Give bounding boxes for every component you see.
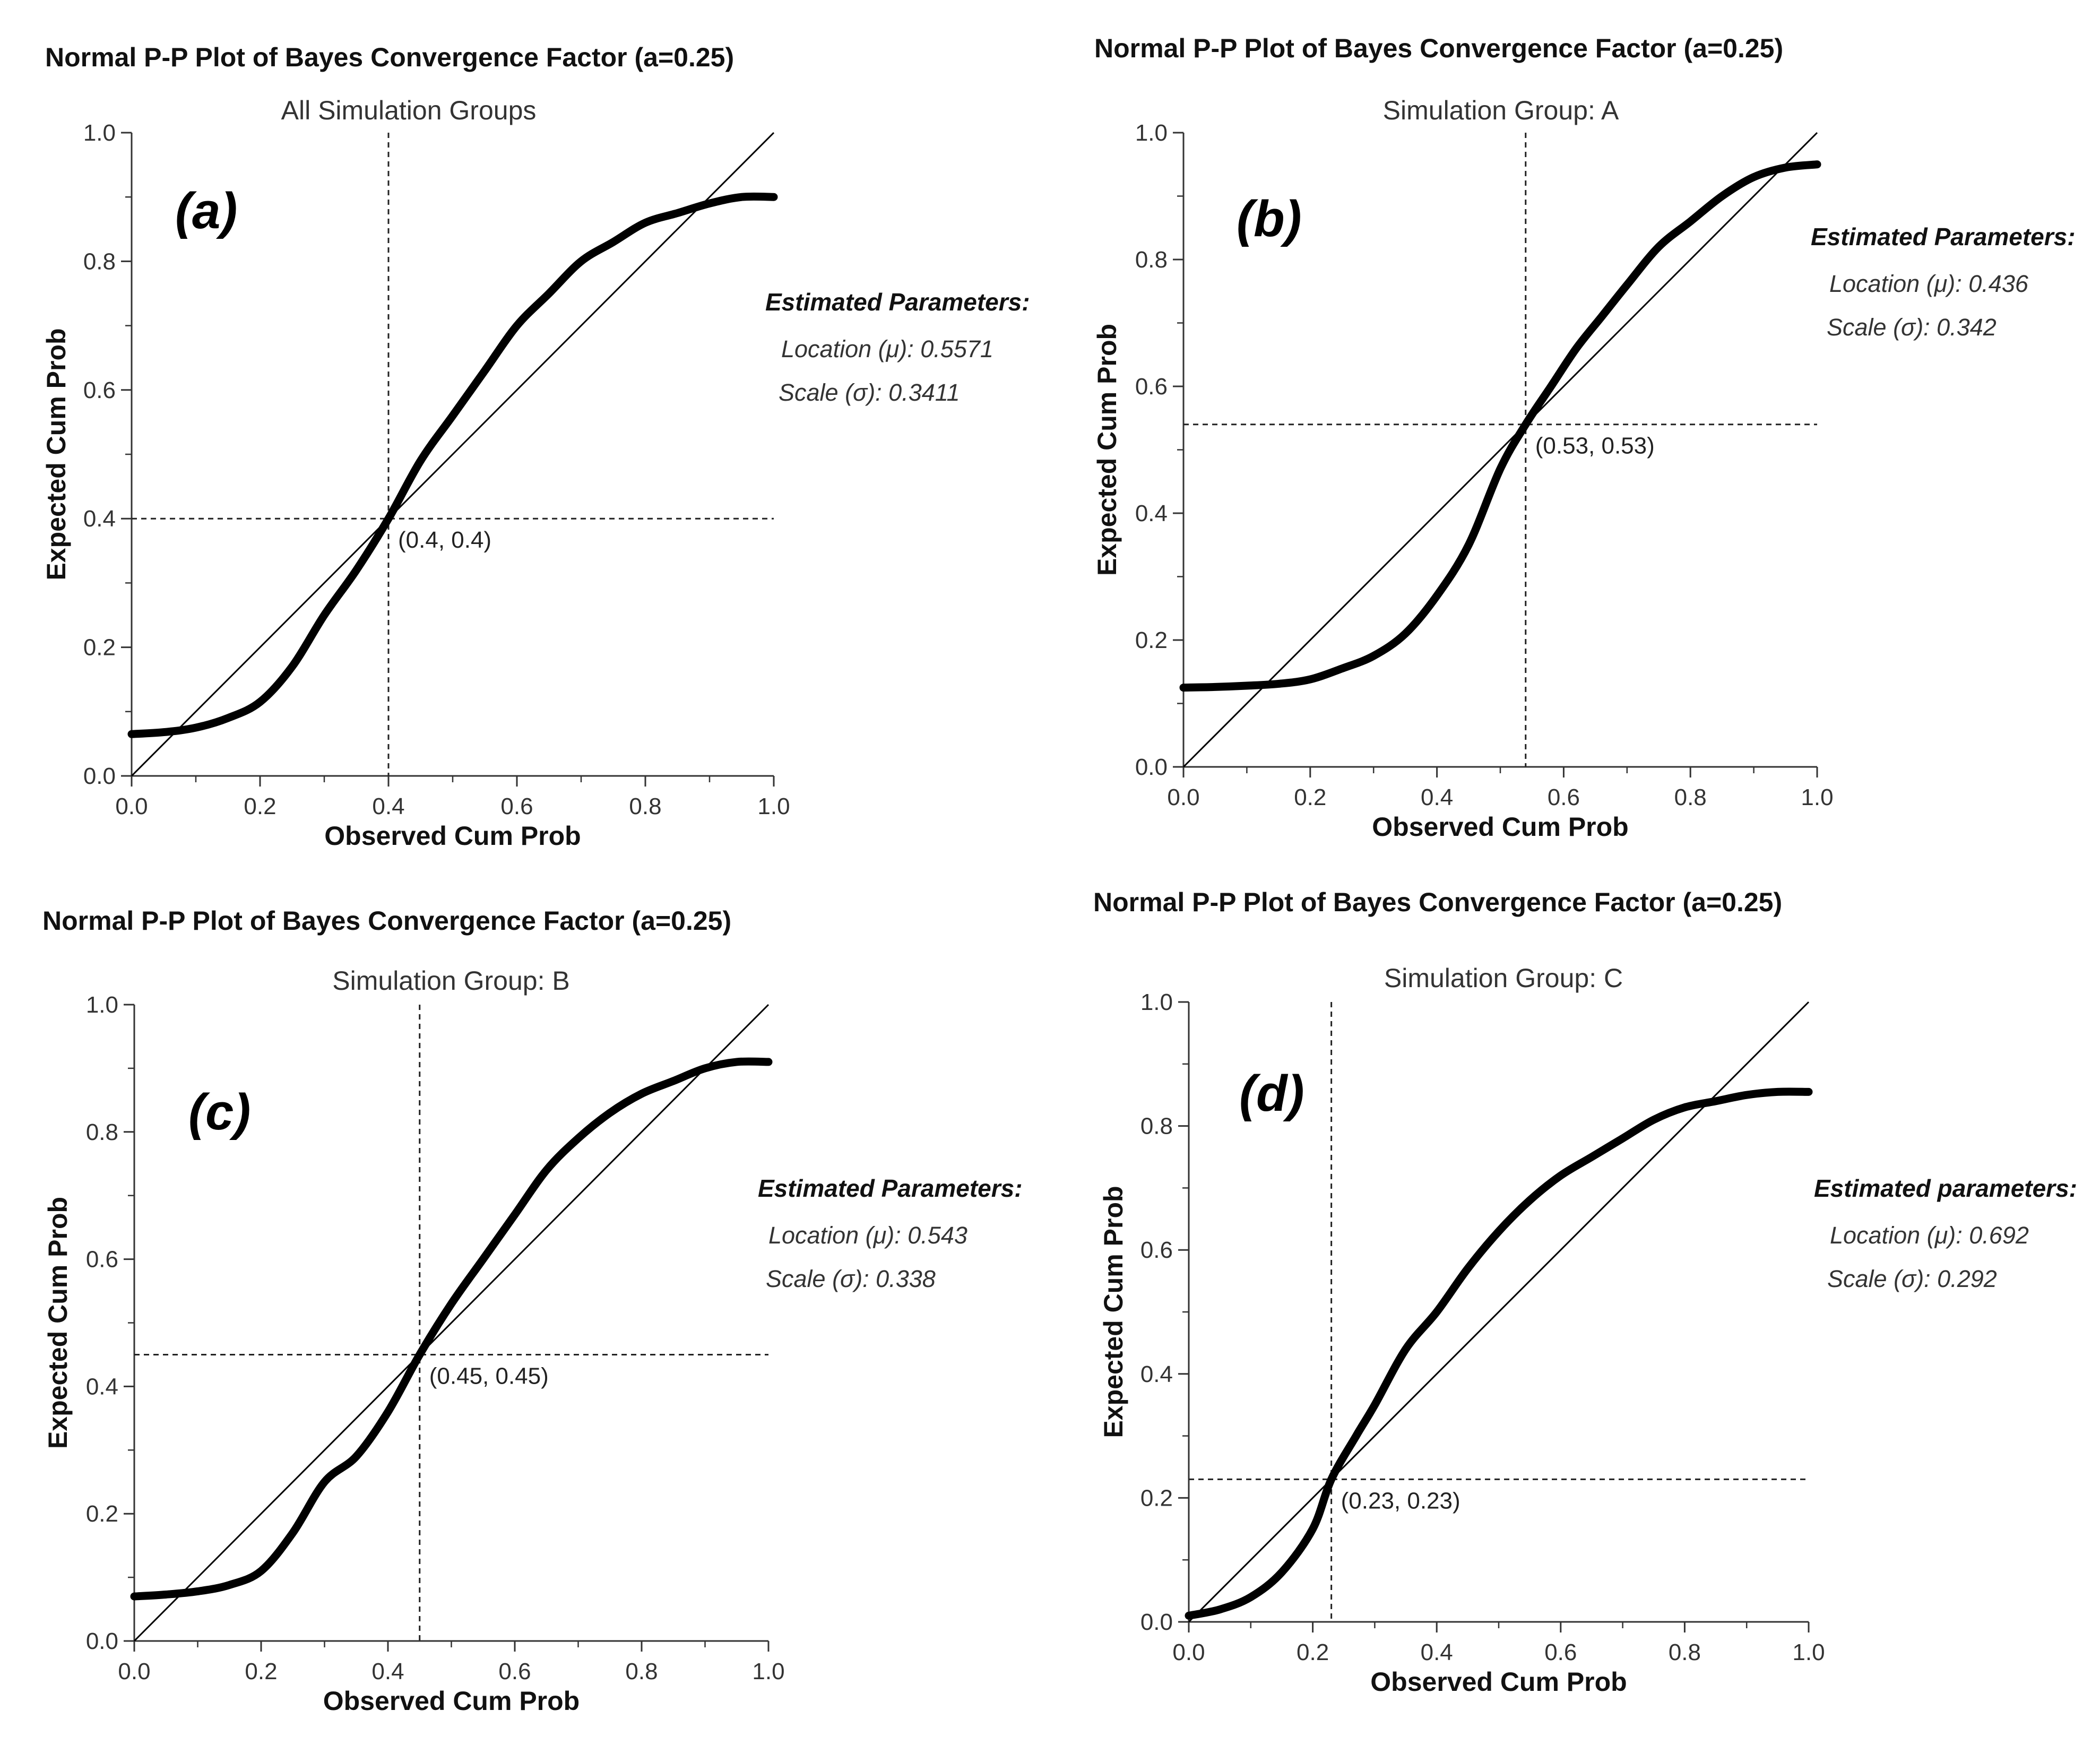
chart-title: Normal P-P Plot of Bayes Convergence Fac… — [42, 906, 731, 936]
panel-label: (d) — [1239, 1065, 1304, 1122]
x-tick-label: 0.6 — [1548, 784, 1580, 810]
crossing-label: (0.23, 0.23) — [1341, 1488, 1461, 1514]
chart-title: Normal P-P Plot of Bayes Convergence Fac… — [1093, 887, 1782, 917]
y-tick-label: 0.0 — [83, 763, 116, 789]
x-tick-label: 0.4 — [1421, 1639, 1453, 1665]
y-tick-label: 1.0 — [83, 120, 116, 146]
x-tick-label: 0.8 — [625, 1658, 658, 1684]
observed-curve — [1185, 1087, 1813, 1620]
y-tick-label: 0.2 — [1140, 1485, 1173, 1511]
x-tick-label: 0.0 — [115, 793, 148, 819]
y-tick-label: 0.4 — [1135, 500, 1168, 526]
x-tick-label: 1.0 — [752, 1658, 784, 1684]
x-tick-label: 1.0 — [1792, 1639, 1825, 1665]
y-tick-label: 0.4 — [83, 506, 116, 532]
y-tick-label: 0.6 — [86, 1247, 118, 1273]
x-tick-label: 0.8 — [629, 793, 661, 819]
chart-title: Normal P-P Plot of Bayes Convergence Fac… — [1094, 33, 1783, 63]
y-tick-label: 0.0 — [86, 1628, 118, 1654]
x-tick-label: 0.8 — [1669, 1639, 1701, 1665]
x-tick-label: 0.6 — [1544, 1639, 1577, 1665]
x-tick-label: 1.0 — [757, 793, 790, 819]
x-tick-label: 0.0 — [1172, 1639, 1205, 1665]
y-tick-label: 0.0 — [1140, 1609, 1173, 1635]
scale-param: Scale (σ): 0.292 — [1827, 1265, 1997, 1292]
params-heading: Estimated Parameters: — [765, 288, 1030, 316]
y-tick-label: 0.6 — [1135, 374, 1168, 400]
y-axis-label: Expected Cum Prob — [41, 328, 71, 580]
x-tick-label: 0.2 — [1297, 1639, 1329, 1665]
observed-curve — [127, 192, 778, 738]
observed-curve — [130, 1057, 773, 1601]
x-tick-label: 0.0 — [1167, 784, 1199, 810]
reference-line — [133, 1004, 770, 1642]
crossing-label: (0.4, 0.4) — [398, 527, 491, 553]
y-tick-label: 0.4 — [1140, 1361, 1173, 1387]
chart-subtitle: Simulation Group: A — [1383, 96, 1619, 125]
y-tick-label: 0.8 — [83, 248, 116, 274]
params-heading: Estimated parameters: — [1814, 1174, 2077, 1202]
y-tick-label: 0.6 — [83, 377, 116, 403]
y-tick-label: 0.2 — [1135, 627, 1168, 653]
x-tick-label: 0.0 — [118, 1658, 150, 1684]
x-tick-label: 0.8 — [1674, 784, 1707, 810]
chart-panel-3: Normal P-P Plot of Bayes Convergence Fac… — [42, 906, 1023, 1716]
chart-title: Normal P-P Plot of Bayes Convergence Fac… — [45, 42, 734, 72]
location-param: Location (μ): 0.436 — [1829, 270, 2029, 297]
observed-curve — [1179, 160, 1821, 692]
x-axis-label: Observed Cum Prob — [1372, 812, 1628, 842]
params-heading: Estimated Parameters: — [758, 1174, 1023, 1202]
x-tick-label: 0.4 — [1421, 784, 1453, 810]
location-param: Location (μ): 0.543 — [768, 1222, 967, 1249]
x-tick-label: 0.2 — [1294, 784, 1326, 810]
reference-line — [1182, 132, 1818, 768]
y-axis-label: Expected Cum Prob — [43, 1197, 73, 1449]
x-axis-label: Observed Cum Prob — [1370, 1667, 1627, 1697]
reference-line — [131, 132, 775, 777]
chart-subtitle: Simulation Group: B — [332, 966, 569, 996]
crossing-label: (0.53, 0.53) — [1535, 433, 1655, 459]
x-tick-label: 0.2 — [244, 793, 276, 819]
chart-panel-2: Normal P-P Plot of Bayes Convergence Fac… — [1092, 33, 2076, 842]
scale-param: Scale (σ): 0.3411 — [779, 379, 960, 406]
crossing-label: (0.45, 0.45) — [429, 1363, 549, 1389]
y-axis-label: Expected Cum Prob — [1099, 1186, 1128, 1438]
y-tick-label: 0.8 — [86, 1119, 118, 1145]
y-tick-label: 1.0 — [1140, 989, 1173, 1015]
chart-panel-4: Normal P-P Plot of Bayes Convergence Fac… — [1093, 887, 2077, 1697]
chart-panel-1: Normal P-P Plot of Bayes Convergence Fac… — [41, 42, 1030, 851]
x-tick-label: 1.0 — [1801, 784, 1833, 810]
x-tick-label: 0.6 — [500, 793, 533, 819]
scale-param: Scale (σ): 0.338 — [766, 1265, 936, 1292]
y-tick-label: 0.6 — [1140, 1237, 1173, 1263]
x-axis-label: Observed Cum Prob — [324, 821, 581, 851]
location-param: Location (μ): 0.5571 — [781, 335, 993, 362]
y-tick-label: 1.0 — [86, 992, 118, 1018]
chart-subtitle: Simulation Group: C — [1384, 963, 1623, 993]
x-tick-label: 0.4 — [371, 1658, 404, 1684]
y-tick-label: 0.0 — [1135, 754, 1168, 780]
scale-param: Scale (σ): 0.342 — [1827, 314, 1997, 341]
params-heading: Estimated Parameters: — [1811, 223, 2076, 250]
panel-label: (c) — [188, 1084, 250, 1141]
y-tick-label: 0.4 — [86, 1373, 118, 1400]
x-tick-label: 0.6 — [498, 1658, 531, 1684]
panel-label: (b) — [1237, 191, 1302, 247]
x-tick-label: 0.2 — [245, 1658, 277, 1684]
location-param: Location (μ): 0.692 — [1830, 1222, 2029, 1249]
y-tick-label: 0.2 — [86, 1501, 118, 1527]
chart-subtitle: All Simulation Groups — [281, 96, 537, 125]
y-tick-label: 1.0 — [1135, 120, 1168, 146]
y-tick-label: 0.2 — [83, 635, 116, 661]
y-tick-label: 0.8 — [1140, 1113, 1173, 1139]
y-axis-label: Expected Cum Prob — [1092, 324, 1122, 576]
y-tick-label: 0.8 — [1135, 247, 1168, 273]
x-tick-label: 0.4 — [372, 793, 404, 819]
panel-label: (a) — [175, 183, 237, 239]
x-axis-label: Observed Cum Prob — [323, 1686, 580, 1716]
